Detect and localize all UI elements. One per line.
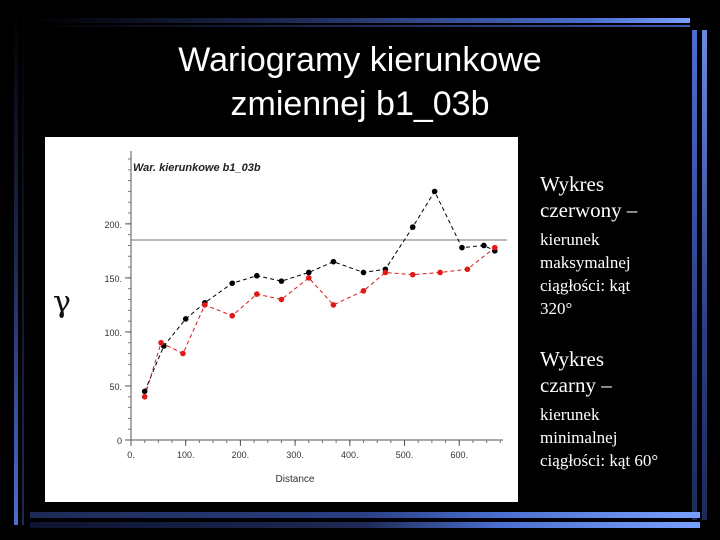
chart-title: War. kierunkowe b1_03b bbox=[133, 162, 261, 174]
y-tick-label: 200. bbox=[104, 220, 122, 230]
black-caption-body-1: kierunek bbox=[540, 405, 600, 424]
frame-right-stripe-2 bbox=[702, 30, 707, 520]
data-point-black bbox=[459, 244, 465, 251]
data-point-black bbox=[409, 224, 416, 230]
y-axis-label: γ bbox=[53, 285, 71, 320]
red-caption-body-2: maksymalnej bbox=[540, 253, 631, 272]
frame-left-stripe bbox=[14, 10, 18, 525]
data-point-red bbox=[141, 393, 148, 400]
y-tick-label: 150. bbox=[104, 274, 122, 284]
data-point-black bbox=[278, 278, 285, 284]
frame-left-stripe-thin bbox=[22, 10, 24, 525]
y-tick-label: 0 bbox=[117, 436, 122, 446]
frame-top-stripe bbox=[30, 18, 690, 23]
red-caption-heading-1: Wykres bbox=[540, 172, 605, 196]
data-point-black bbox=[330, 258, 337, 265]
data-point-red bbox=[229, 312, 236, 319]
data-point-black bbox=[229, 280, 236, 287]
data-point-black bbox=[360, 269, 367, 276]
data-point-red bbox=[254, 291, 260, 297]
red-caption-body-4: 320° bbox=[540, 299, 573, 318]
black-caption-body-2: minimalnej bbox=[540, 428, 618, 447]
slide-title-line-2: zmiennej b1_03b bbox=[230, 85, 490, 123]
black-caption-heading-2: czarny – bbox=[540, 373, 612, 397]
x-tick-label: 400. bbox=[341, 450, 359, 460]
x-tick-label: 500. bbox=[396, 450, 414, 460]
slide-title: Wariogramy kierunkowe zmiennej b1_03b bbox=[100, 38, 620, 126]
frame-bottom-stripe bbox=[30, 512, 700, 518]
data-point-red bbox=[360, 288, 367, 294]
x-tick-label: 200. bbox=[232, 450, 250, 460]
x-tick-label: 0. bbox=[127, 450, 135, 460]
data-point-red bbox=[382, 269, 389, 276]
black-caption-body-3: ciągłości: kąt 60° bbox=[540, 451, 659, 470]
data-point-red bbox=[330, 302, 337, 308]
x-tick-label: 300. bbox=[286, 450, 304, 460]
x-tick-label: 600. bbox=[450, 450, 468, 460]
data-point-red bbox=[464, 266, 471, 273]
data-point-red bbox=[278, 296, 285, 303]
y-tick-label: 50. bbox=[109, 382, 122, 392]
data-point-black bbox=[182, 316, 189, 322]
slide-title-line-1: Wariogramy kierunkowe bbox=[178, 41, 542, 79]
red-caption-body-3: ciągłości: kąt bbox=[540, 276, 631, 295]
y-tick-label: 100. bbox=[104, 328, 122, 338]
black-caption-heading-1: Wykres bbox=[540, 347, 605, 371]
variogram-chart: 0 50. 100. 150. 200. 0. 100. 200. 300. 400. 500. 60… bbox=[53, 151, 507, 485]
data-point-red bbox=[305, 275, 312, 281]
data-point-red bbox=[437, 269, 443, 276]
data-point-black bbox=[305, 269, 312, 276]
data-point-red bbox=[491, 244, 498, 251]
data-point-red bbox=[409, 271, 416, 278]
data-point-red bbox=[180, 350, 186, 357]
data-point-black bbox=[431, 188, 438, 195]
data-point-red bbox=[158, 339, 164, 346]
variogram-plot-panel: 0 50. 100. 150. 200. 0. 100. 200. 300. 400. 500. 60… bbox=[45, 137, 518, 502]
series-line-black bbox=[144, 190, 496, 392]
red-caption-heading-2: czerwony – bbox=[540, 198, 638, 222]
x-axis-label: Distance bbox=[276, 474, 315, 485]
data-point-black bbox=[141, 388, 148, 395]
red-caption-body-1: kierunek bbox=[540, 230, 600, 249]
x-tick-label: 100. bbox=[177, 450, 195, 460]
frame-top-stripe-thin bbox=[30, 25, 690, 27]
data-point-black bbox=[254, 272, 260, 279]
data-point-red bbox=[202, 302, 208, 308]
frame-right-stripe bbox=[692, 30, 697, 520]
data-point-black bbox=[481, 242, 487, 249]
series-line-red bbox=[144, 247, 496, 397]
frame-bottom-stripe-2 bbox=[30, 522, 700, 528]
